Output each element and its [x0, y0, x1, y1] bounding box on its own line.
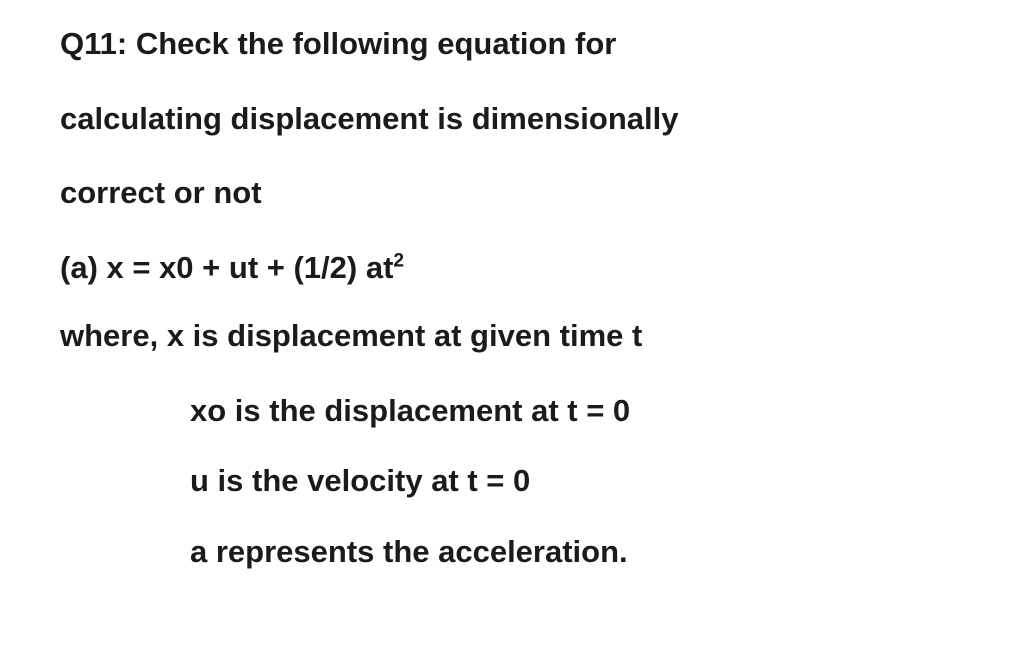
definition-x0: xo is the displacement at t = 0 [190, 395, 984, 428]
equation-body: x = x0 + ut + (1/2) at [107, 250, 394, 285]
definitions-block: xo is the displacement at t = 0 u is the… [60, 395, 984, 569]
definition-u: u is the velocity at t = 0 [190, 465, 984, 498]
question-line-1: Q11: Check the following equation for [60, 28, 984, 61]
question-line-3: correct or not [60, 177, 984, 210]
document-page: Q11: Check the following equation for ca… [0, 0, 1024, 588]
question-line-2: calculating displacement is dimensionall… [60, 103, 984, 136]
definitions-intro: where, x is displacement at given time t [60, 320, 984, 353]
equation-line: (a) x = x0 + ut + (1/2) at2 [60, 252, 984, 285]
definition-a: a represents the acceleration. [190, 536, 984, 569]
equation-label: (a) [60, 250, 107, 285]
equation-exponent: 2 [393, 250, 404, 271]
